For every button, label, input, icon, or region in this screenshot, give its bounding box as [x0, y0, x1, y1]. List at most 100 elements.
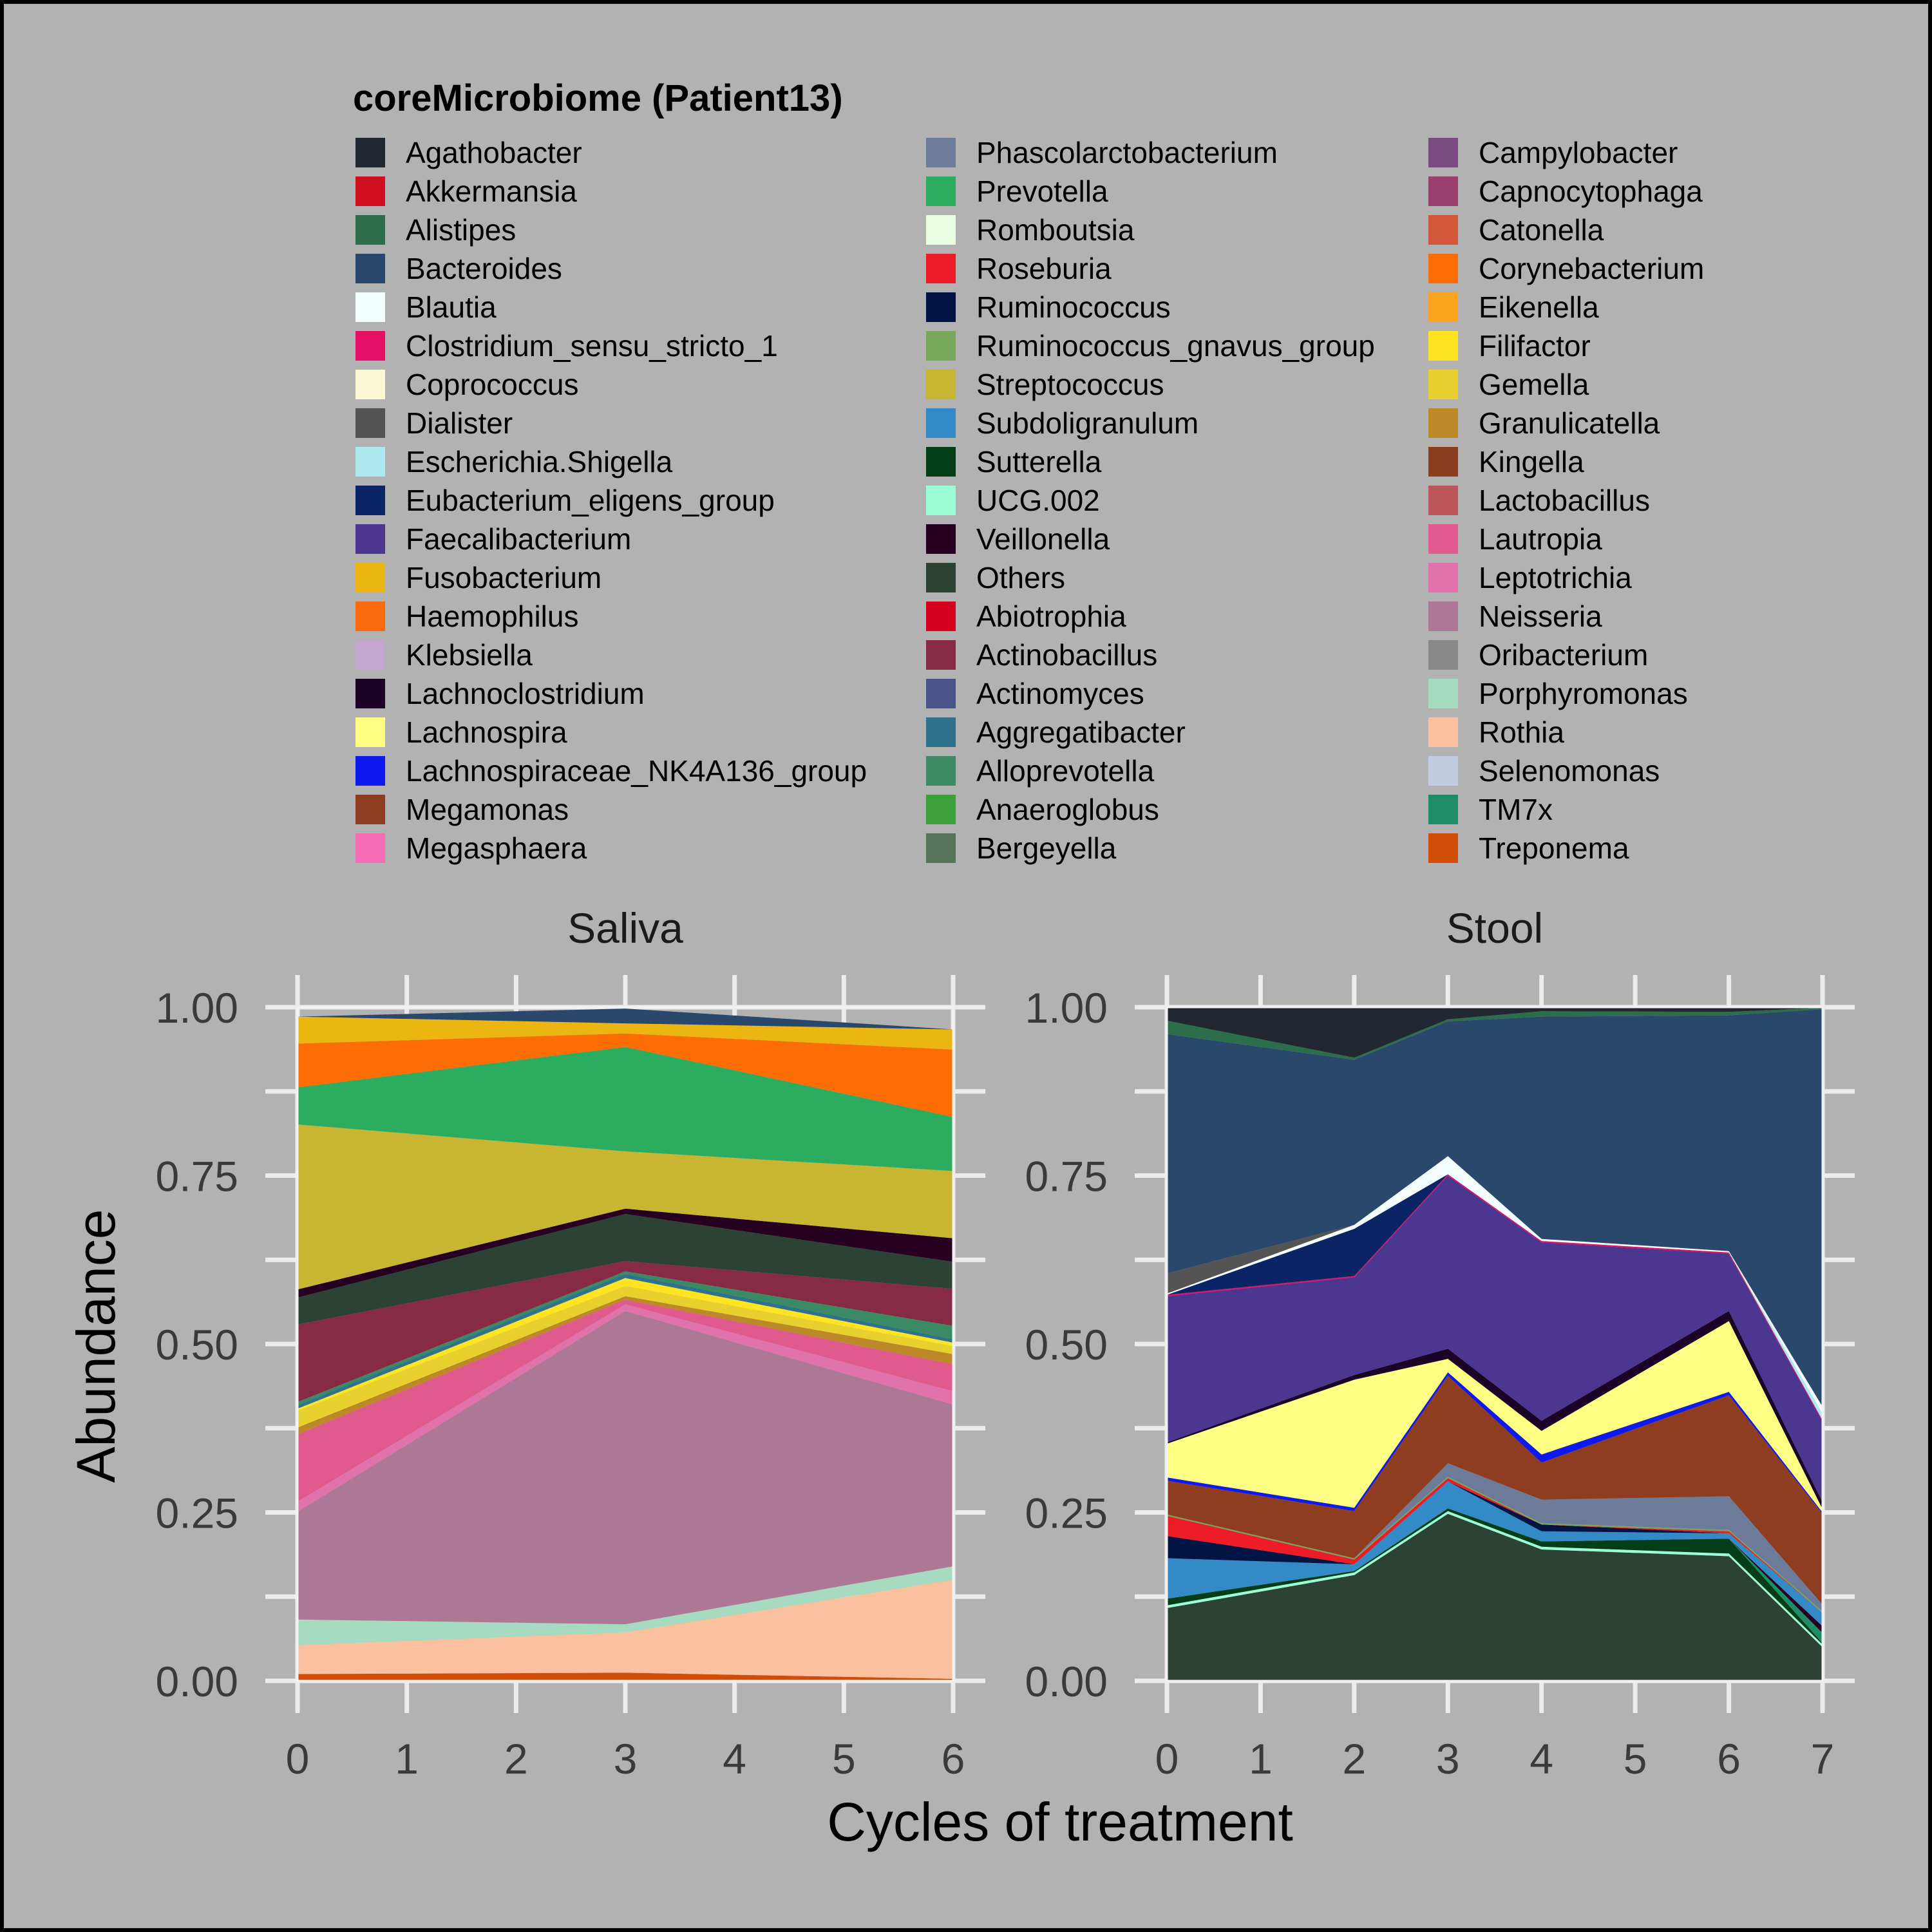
legend-label: Dialister [406, 406, 513, 440]
legend-label: Megamonas [406, 793, 569, 826]
legend-label: Agathobacter [406, 136, 582, 169]
legend-item-abiotrophia: Abiotrophia [926, 600, 1126, 633]
legend-swatch [1428, 176, 1458, 206]
panel-saliva: Saliva 0 1 2 3 4 5 6 0.00 0.25 0.50 0.75 1.00 [156, 904, 985, 1783]
y-tick-label: 0.00 [1025, 1658, 1108, 1705]
legend-swatch [355, 717, 385, 747]
area-streptococcus [298, 1124, 953, 1290]
legend-label: Abiotrophia [976, 600, 1126, 633]
legend-label: Sutterella [976, 445, 1102, 478]
legend-item-lautropia: Lautropia [1428, 522, 1602, 556]
legend-swatch [355, 486, 385, 515]
x-tick-label: 3 [614, 1735, 638, 1783]
legend-item-lachnospira: Lachnospira [355, 715, 567, 749]
legend: coreMicrobiome (Patient13) Agathobacter A… [353, 77, 1704, 865]
area-alistipes [1167, 1008, 1823, 1060]
legend-item-veillonella: Veillonella [926, 522, 1110, 556]
area-rothia [298, 1580, 953, 1679]
legend-swatch [926, 795, 956, 824]
legend-title: coreMicrobiome (Patient13) [353, 77, 843, 119]
legend-swatch [926, 486, 956, 515]
legend-swatch [355, 601, 385, 631]
legend-label: Lachnospira [406, 715, 567, 749]
legend-swatch [355, 370, 385, 399]
legend-swatch [355, 640, 385, 670]
legend-item-ucg-002: UCG.002 [926, 484, 1100, 517]
x-tick-label: 3 [1436, 1735, 1460, 1783]
legend-swatch [355, 254, 385, 283]
legend-label: Eikenella [1479, 290, 1599, 324]
legend-swatch [1428, 486, 1458, 515]
legend-label: Streptococcus [976, 368, 1164, 401]
legend-label: Others [976, 561, 1065, 594]
legend-label: Gemella [1479, 368, 1589, 401]
legend-swatch [355, 138, 385, 167]
legend-swatch [926, 176, 956, 206]
legend-item-actinobacillus: Actinobacillus [926, 638, 1157, 672]
legend-label: Ruminococcus_gnavus_group [976, 329, 1375, 363]
legend-item-clostridium-sensu-stricto-1: Clostridium_sensu_stricto_1 [355, 329, 778, 363]
legend-item-alistipes: Alistipes [355, 213, 516, 247]
legend-swatch [1428, 331, 1458, 361]
legend-item-coprococcus: Coprococcus [355, 368, 578, 401]
legend-item-romboutsia: Romboutsia [926, 213, 1135, 247]
area-agathobacter [1167, 1007, 1823, 1058]
area-fusobacterium [298, 1016, 953, 1050]
panel-border [1166, 1006, 1824, 1682]
legend-label: Phascolarctobacterium [976, 136, 1278, 169]
area-actinobacillus [298, 1261, 953, 1402]
legend-item-filifactor: Filifactor [1428, 329, 1591, 363]
legend-swatch [926, 408, 956, 438]
area-aggregatibacter [298, 1274, 953, 1409]
legend-item-anaeroglobus: Anaeroglobus [926, 793, 1159, 826]
x-tick-label: 6 [942, 1735, 965, 1783]
legend-label: Filifactor [1479, 329, 1591, 363]
legend-item-aggregatibacter: Aggregatibacter [926, 715, 1186, 749]
legend-item-dialister: Dialister [355, 406, 513, 440]
legend-swatch [926, 254, 956, 283]
legend-swatch [1428, 833, 1458, 863]
legend-item-gemella: Gemella [1428, 368, 1589, 401]
area-layers [298, 1009, 953, 1681]
legend-label: Bacteroides [406, 252, 562, 285]
legend-label: Granulicatella [1479, 406, 1660, 440]
legend-swatch [1428, 370, 1458, 399]
legend-label: Campylobacter [1479, 136, 1678, 169]
legend-item-megamonas: Megamonas [355, 793, 569, 826]
area-prevotella [298, 1046, 953, 1171]
legend-item-alloprevotella: Alloprevotella [926, 754, 1155, 788]
legend-swatch [1428, 563, 1458, 592]
legend-item-phascolarctobacterium: Phascolarctobacterium [926, 136, 1278, 169]
x-tick-label: 5 [832, 1735, 856, 1783]
legend-swatch [926, 563, 956, 592]
area-others [1167, 1513, 1823, 1681]
y-tick-label: 0.50 [156, 1321, 238, 1368]
legend-item-treponema: Treponema [1428, 831, 1629, 865]
legend-label: Prevotella [976, 175, 1108, 208]
legend-swatch [1428, 601, 1458, 631]
legend-label: Lautropia [1479, 522, 1602, 556]
legend-swatch [1428, 524, 1458, 554]
legend-swatch [1428, 795, 1458, 824]
panel-title: Saliva [567, 904, 683, 952]
legend-label: Catonella [1479, 213, 1604, 247]
legend-label: Treponema [1479, 831, 1629, 865]
legend-item-subdoligranulum: Subdoligranulum [926, 406, 1198, 440]
legend-swatch [1428, 717, 1458, 747]
x-tick-labels: 0 1 2 3 4 5 6 [286, 1735, 965, 1783]
legend-label: Capnocytophaga [1479, 175, 1703, 208]
area-megamonas [1167, 1376, 1823, 1605]
legend-item-oribacterium: Oribacterium [1428, 638, 1648, 672]
x-tick-label: 4 [723, 1735, 746, 1783]
legend-label: Rothia [1479, 715, 1564, 749]
legend-item-selenomonas: Selenomonas [1428, 754, 1660, 788]
y-axis-title: Abundance [66, 1209, 126, 1482]
legend-swatch [355, 331, 385, 361]
legend-item-actinomyces: Actinomyces [926, 677, 1144, 710]
legend-item-haemophilus: Haemophilus [355, 600, 578, 633]
legend-item-lachnoclostridium: Lachnoclostridium [355, 677, 645, 710]
x-tick-label: 4 [1530, 1735, 1553, 1783]
legend-label: UCG.002 [976, 484, 1100, 517]
y-tick-label: 0.00 [156, 1658, 238, 1705]
